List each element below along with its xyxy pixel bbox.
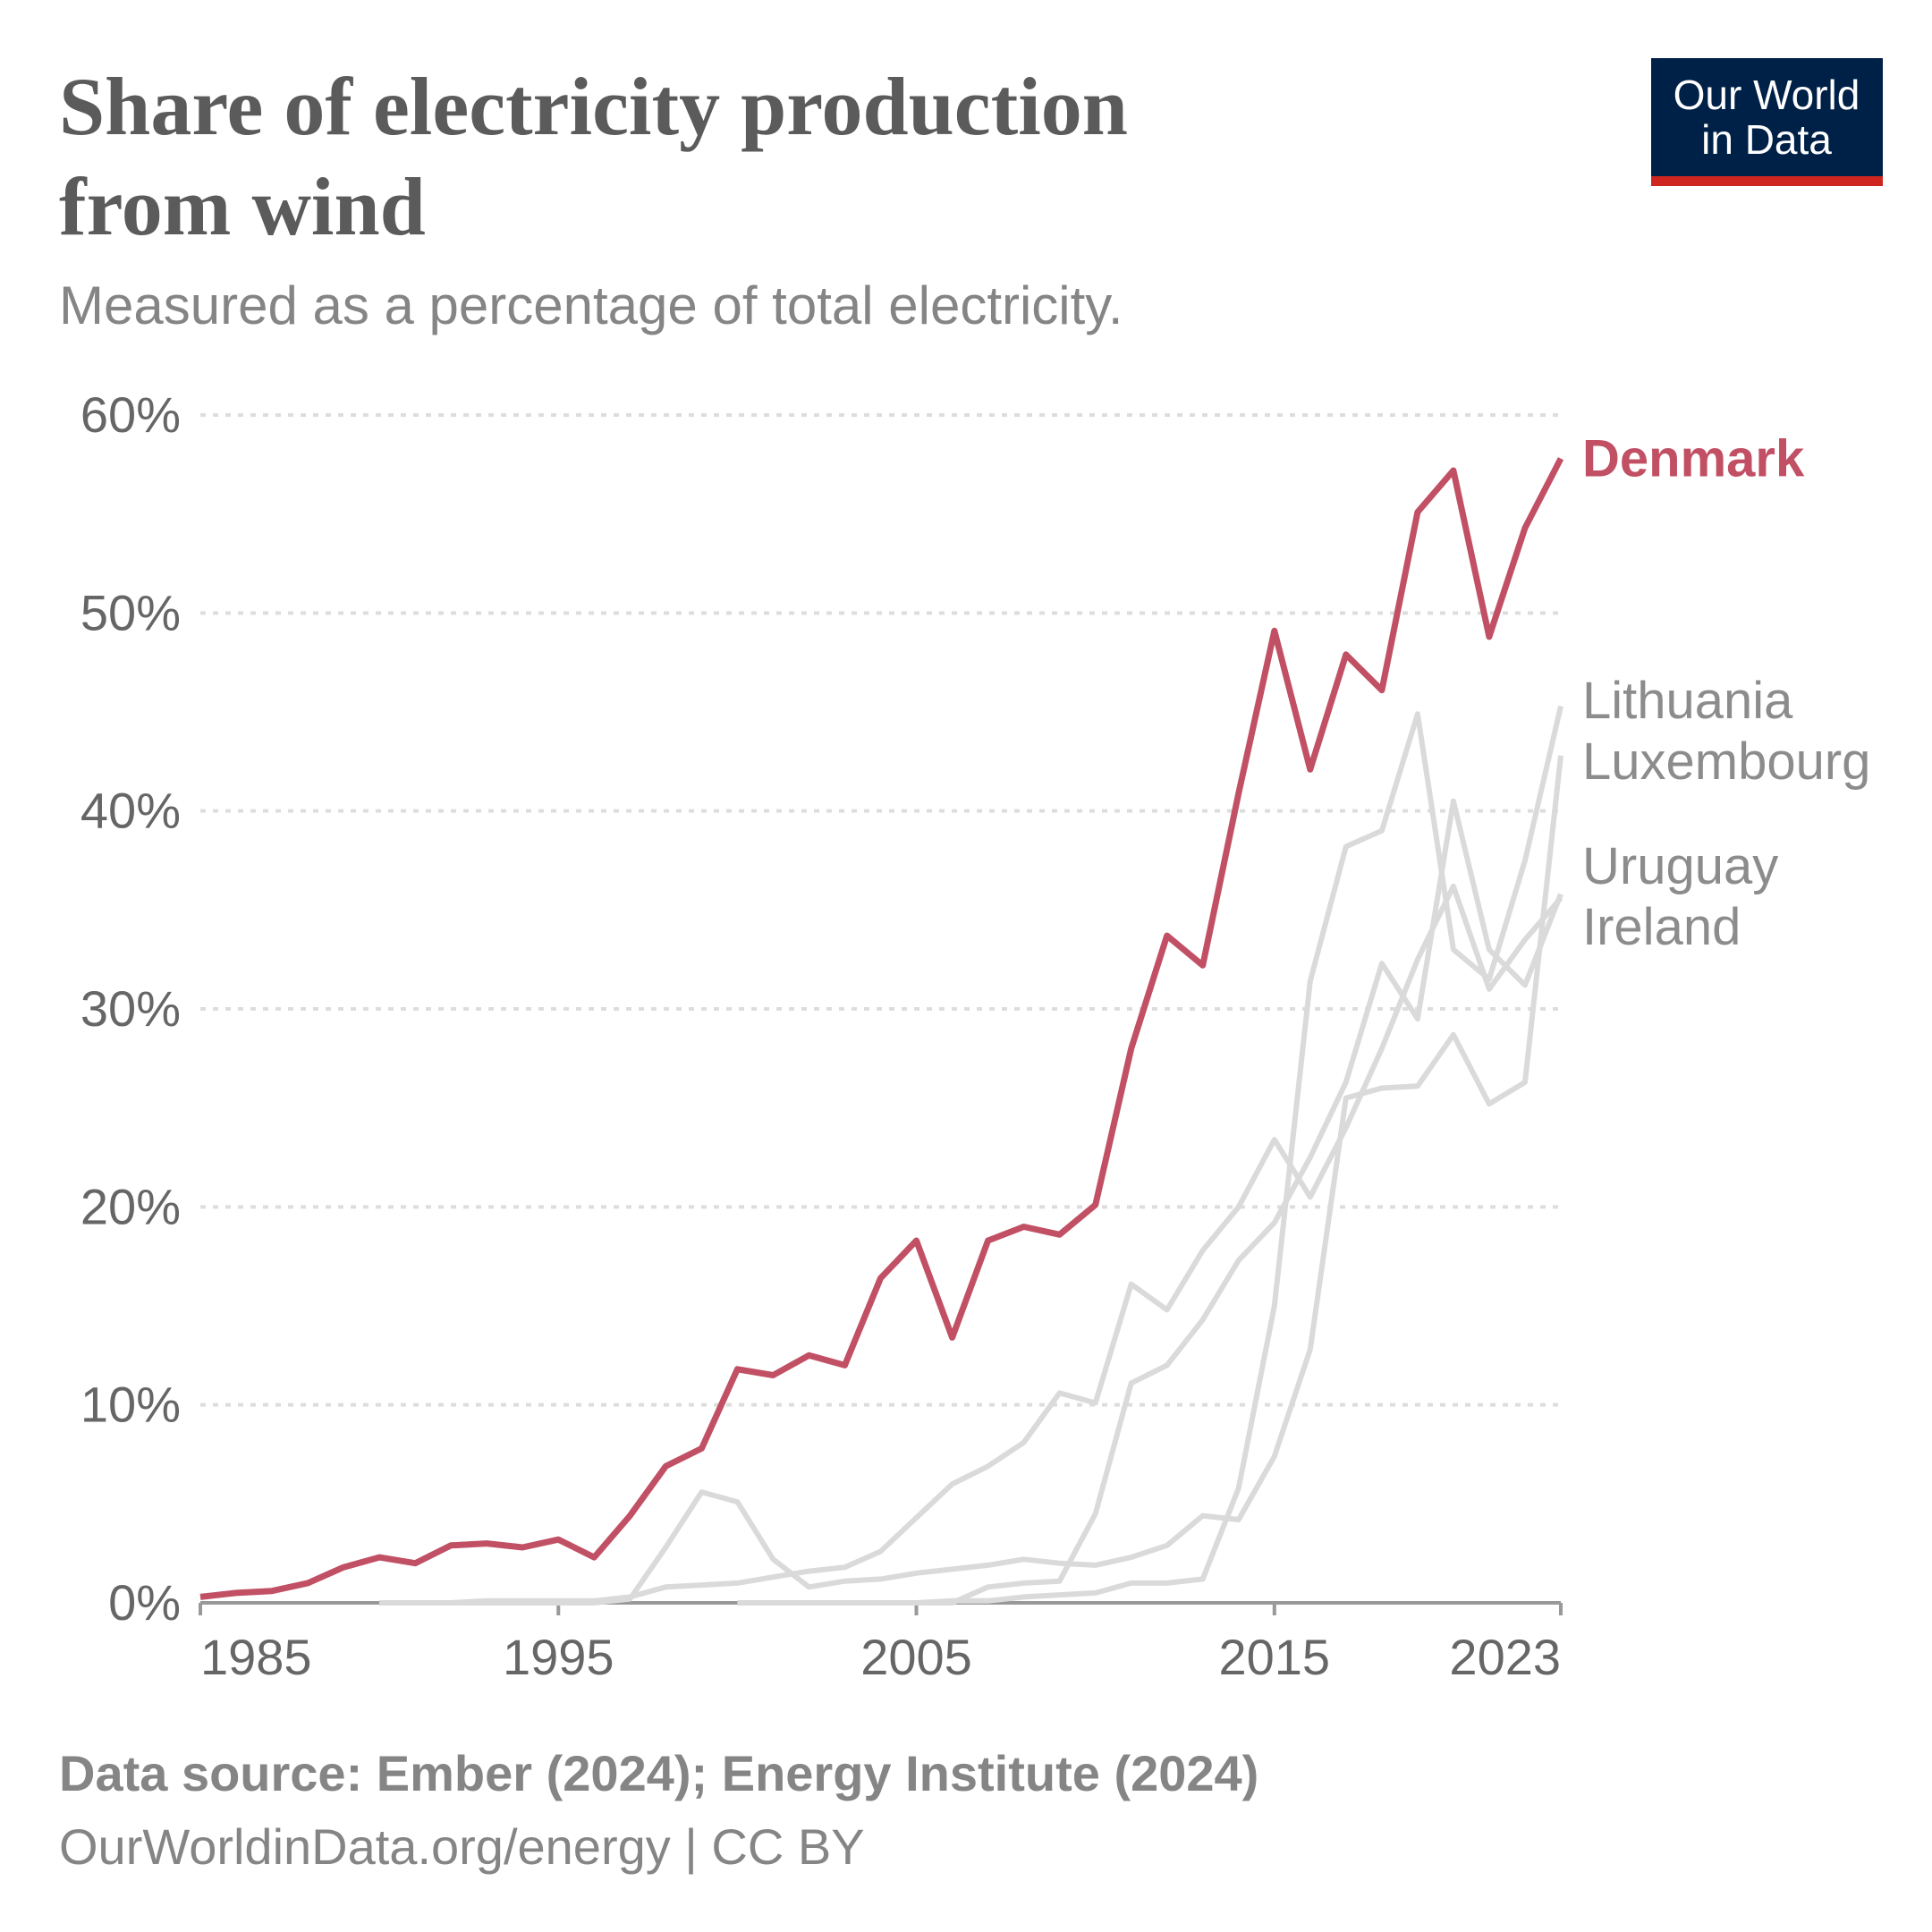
series-line <box>916 705 1563 1606</box>
y-tick-label: 0% <box>108 1574 181 1631</box>
chart-subtitle: Measured as a percentage of total electr… <box>59 275 1123 335</box>
logo-box <box>1651 58 1883 176</box>
series-label: Uruguay <box>1582 837 1778 895</box>
y-tick-label: 50% <box>80 584 181 640</box>
footer: OurWorldinData.org/energy | CC BY <box>59 1818 865 1875</box>
y-tick-label: 60% <box>80 386 181 443</box>
y-tick-label: 10% <box>80 1377 181 1433</box>
series-label: Luxembourg <box>1582 733 1870 791</box>
logo-text: in Data <box>1701 116 1832 163</box>
x-tick-label: 2005 <box>860 1629 972 1685</box>
x-tick-label: 1985 <box>200 1629 312 1685</box>
chart-title-line-2: from wind <box>59 161 426 252</box>
logo-bar <box>1651 176 1883 186</box>
series-label: Denmark <box>1582 430 1805 488</box>
series-label: Lithuania <box>1582 672 1793 730</box>
y-tick-label: 20% <box>80 1178 181 1234</box>
x-tick-label: 1995 <box>503 1629 614 1685</box>
chart-title-line-1: Share of electricity production <box>59 61 1128 152</box>
series-label: Ireland <box>1582 898 1741 956</box>
y-tick-label: 40% <box>80 783 181 839</box>
series-line <box>379 883 1563 1606</box>
x-tick-label: 2023 <box>1449 1629 1561 1685</box>
series-line <box>199 457 1564 1600</box>
source: Data source: Ember (2024); Energy Instit… <box>59 1745 1258 1801</box>
y-tick-label: 30% <box>80 980 181 1037</box>
logo-text: Our World <box>1674 72 1860 118</box>
x-tick-label: 2015 <box>1219 1629 1331 1685</box>
logo: Our World in Data <box>1651 58 1883 186</box>
series-line <box>737 798 1563 1606</box>
